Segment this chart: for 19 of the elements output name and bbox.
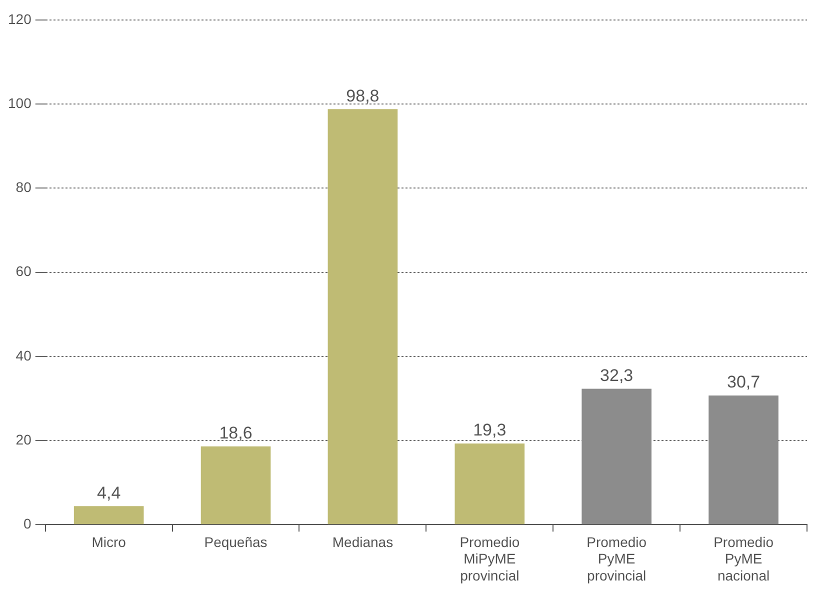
data-label: 32,3: [600, 366, 634, 385]
x-tick-label: Promedio PyME provincial: [586, 534, 647, 584]
data-label: 98,8: [346, 86, 380, 106]
data-label: 18,6: [219, 424, 252, 443]
data-label: 4,4: [97, 483, 121, 502]
data-label: 30,7: [726, 372, 760, 392]
y-tick-label: 120: [8, 10, 32, 27]
y-tick-label: 0: [24, 515, 32, 532]
x-tick-label: Promedio MiPyME provincial: [460, 534, 520, 584]
x-tick-label: Pequeñas: [204, 534, 268, 550]
x-tick-label: Medianas: [332, 534, 394, 550]
data-label: 19,3: [473, 420, 506, 440]
x-tick-label: Micro: [92, 534, 126, 550]
y-tick-label: 80: [16, 179, 32, 196]
y-tick-label: 40: [16, 347, 32, 364]
y-tick-label: 20: [16, 431, 32, 448]
y-tick-label: 100: [8, 94, 32, 111]
x-tick-label: Promedio PyME nacional: [714, 534, 774, 584]
y-tick-label: 60: [16, 263, 32, 280]
